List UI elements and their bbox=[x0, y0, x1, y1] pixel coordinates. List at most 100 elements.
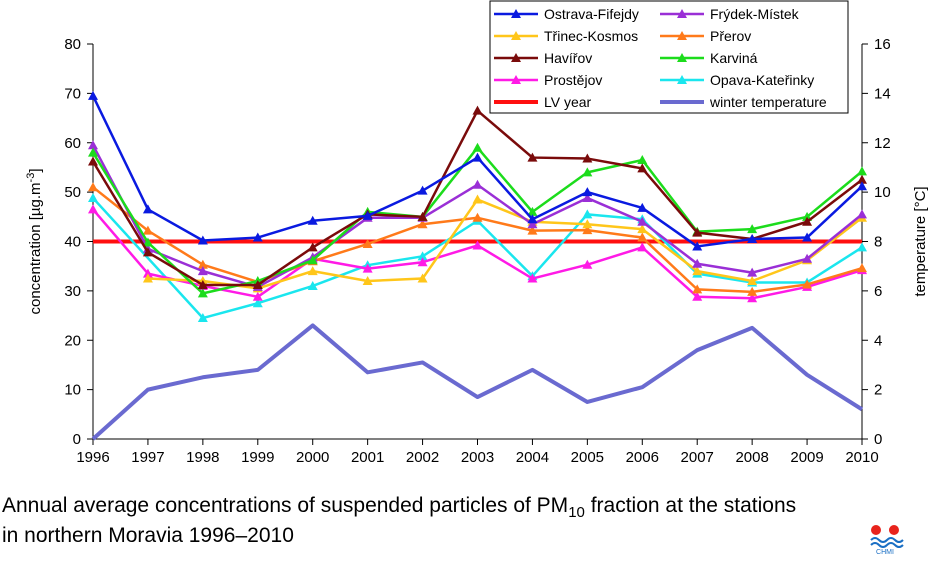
data-point bbox=[802, 279, 813, 289]
series-ostrava-fifejdy bbox=[88, 90, 867, 251]
data-point bbox=[417, 219, 428, 229]
data-point bbox=[582, 225, 593, 235]
x-tick-label: 2004 bbox=[516, 449, 549, 466]
legend-item-prostejov: Prostějov bbox=[494, 72, 602, 88]
legend-item-trinec-kosmos: Třinec-Kosmos bbox=[494, 28, 638, 44]
data-point bbox=[88, 193, 98, 203]
y-tick-label: 50 bbox=[64, 184, 81, 201]
data-point bbox=[857, 209, 867, 219]
data-point bbox=[307, 255, 318, 265]
chart: 0 10 20 30 40 50 60 70 80 0 2 4 6 8 10 12 14 16 1996 1997 19… bbox=[25, 0, 929, 466]
y2-axis-label: temperature [°C] bbox=[912, 186, 929, 296]
series-line bbox=[91, 323, 864, 441]
data-point bbox=[417, 185, 428, 195]
x-tick-label: 2001 bbox=[351, 449, 384, 466]
data-point bbox=[637, 155, 648, 165]
caption-line-1: Annual average concentrations of suspend… bbox=[2, 494, 797, 522]
legend-marker bbox=[677, 53, 687, 62]
y-axis-label: concentration [µg.m-3] bbox=[25, 169, 44, 315]
data-point bbox=[582, 209, 593, 219]
legend-label: Karviná bbox=[710, 50, 758, 66]
x-tick-label: 1999 bbox=[241, 449, 274, 466]
y-tick-label: 10 bbox=[64, 382, 81, 399]
data-point bbox=[857, 242, 867, 252]
legend-marker bbox=[511, 75, 521, 84]
legend-label: Havířov bbox=[544, 50, 592, 66]
y-tick-label: 60 bbox=[64, 135, 81, 152]
data-point bbox=[582, 193, 593, 203]
legend-label: Frýdek-Místek bbox=[710, 6, 800, 22]
data-point bbox=[692, 284, 703, 294]
legend-label: LV year bbox=[544, 94, 592, 110]
chmi-logo: CHMI bbox=[866, 522, 904, 562]
chart-caption: Annual average concentrations of suspend… bbox=[2, 494, 796, 547]
data-point bbox=[472, 152, 483, 162]
x-tick-label: 2009 bbox=[790, 449, 823, 466]
y2-tick-label: 16 bbox=[874, 36, 891, 53]
legend-item-ostrava-fifejdy: Ostrava-Fifejdy bbox=[494, 6, 639, 22]
x-tick-label: 2008 bbox=[735, 449, 768, 466]
data-point bbox=[692, 291, 703, 301]
data-point bbox=[582, 153, 593, 163]
legend-label: Ostrava-Fifejdy bbox=[544, 6, 639, 22]
series-winter-temperature bbox=[91, 323, 864, 441]
y2-tick-label: 2 bbox=[874, 382, 882, 399]
data-point bbox=[252, 232, 263, 242]
axes: 0 10 20 30 40 50 60 70 80 0 2 4 6 8 10 12 14 16 1996 1997 19… bbox=[25, 36, 929, 466]
data-point bbox=[142, 247, 153, 257]
data-point bbox=[472, 105, 483, 115]
data-point bbox=[637, 163, 648, 173]
data-point bbox=[637, 232, 648, 242]
data-point bbox=[802, 253, 813, 263]
data-point bbox=[252, 291, 263, 301]
data-point bbox=[747, 224, 758, 234]
data-point bbox=[637, 224, 648, 234]
data-point bbox=[307, 280, 318, 290]
data-point bbox=[142, 204, 153, 214]
data-point bbox=[692, 227, 703, 237]
y-tick-label: 30 bbox=[64, 283, 81, 300]
data-point bbox=[307, 215, 318, 225]
x-tick-label: 2005 bbox=[571, 449, 604, 466]
data-point bbox=[802, 216, 813, 226]
data-point bbox=[472, 240, 483, 250]
data-point bbox=[142, 237, 153, 247]
data-point bbox=[472, 179, 483, 189]
data-point bbox=[747, 276, 758, 285]
data-point bbox=[197, 279, 208, 289]
caption-line-2: in northern Moravia 1996–2010 bbox=[2, 524, 294, 548]
y2-tick-label: 4 bbox=[874, 332, 882, 349]
data-point bbox=[802, 232, 813, 242]
series-line bbox=[92, 197, 863, 320]
data-point bbox=[637, 216, 648, 226]
x-tick-label: 2010 bbox=[845, 449, 878, 466]
data-point bbox=[527, 214, 538, 224]
y2-tick-label: 0 bbox=[874, 431, 882, 448]
data-point bbox=[527, 225, 538, 235]
data-point bbox=[582, 187, 593, 197]
legend-marker bbox=[677, 9, 687, 18]
data-point bbox=[362, 210, 373, 220]
x-tick-label: 2003 bbox=[461, 449, 494, 466]
data-point bbox=[197, 266, 208, 276]
data-point bbox=[88, 156, 98, 166]
legend-marker bbox=[511, 31, 521, 40]
data-point bbox=[857, 174, 867, 184]
data-point bbox=[857, 263, 867, 273]
data-point bbox=[88, 204, 98, 214]
data-point bbox=[197, 235, 208, 245]
data-point bbox=[362, 276, 373, 285]
legend-marker bbox=[677, 75, 687, 84]
data-point bbox=[417, 251, 428, 261]
data-point bbox=[142, 268, 153, 278]
legend-item-winter-temperature: winter temperature bbox=[660, 94, 827, 110]
x-tick-label: 2000 bbox=[296, 449, 329, 466]
y-tick-label: 80 bbox=[64, 36, 81, 53]
data-point bbox=[747, 293, 758, 303]
x-tick-label: 2002 bbox=[406, 449, 439, 466]
legend-label: winter temperature bbox=[709, 94, 827, 110]
legend-label: Přerov bbox=[710, 28, 751, 44]
data-point bbox=[857, 166, 867, 176]
x-tick-label: 1996 bbox=[76, 449, 109, 466]
data-point bbox=[692, 241, 703, 251]
